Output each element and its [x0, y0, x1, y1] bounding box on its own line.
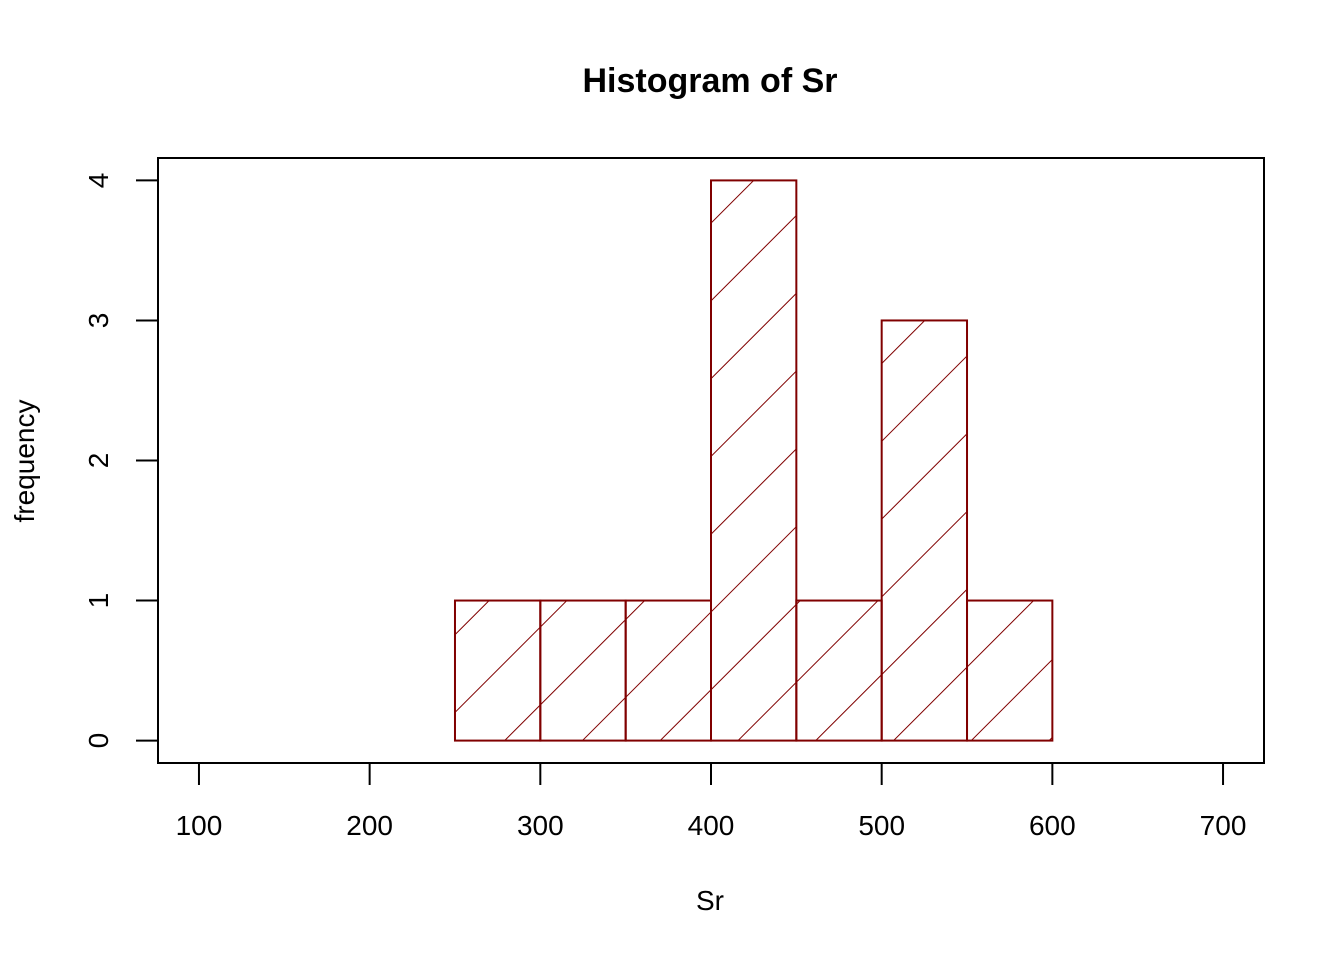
x-tick-label: 600: [1029, 810, 1076, 841]
y-tick-label: 3: [83, 313, 114, 329]
histogram-bar-7: [966, 599, 1054, 742]
histogram-bar-2: [539, 599, 627, 742]
y-tick-label: 4: [83, 173, 114, 189]
histogram-bar-3: [624, 599, 713, 742]
y-tick-label: 0: [83, 733, 114, 749]
y-axis: 0 1 2 3 4: [83, 173, 159, 749]
histogram-bar-4: [710, 179, 798, 742]
x-axis-label: Sr: [696, 885, 724, 916]
x-tick-label: 100: [176, 810, 223, 841]
x-tick-label: 500: [858, 810, 905, 841]
bars-layer: [453, 179, 1054, 742]
x-tick-label: 300: [517, 810, 564, 841]
y-tick-label: 2: [83, 453, 114, 469]
y-tick-label: 1: [83, 593, 114, 609]
x-tick-label: 700: [1200, 810, 1247, 841]
x-tick-label: 400: [688, 810, 735, 841]
chart-title: Histogram of Sr: [582, 62, 837, 100]
x-axis: 100 200 300 400 500 600 700: [176, 762, 1247, 841]
histogram-bar-5: [795, 599, 883, 742]
x-tick-label: 200: [346, 810, 393, 841]
histogram-bar-1: [453, 599, 542, 742]
histogram-bar-6: [880, 319, 969, 742]
y-axis-label: frequency: [9, 400, 40, 523]
